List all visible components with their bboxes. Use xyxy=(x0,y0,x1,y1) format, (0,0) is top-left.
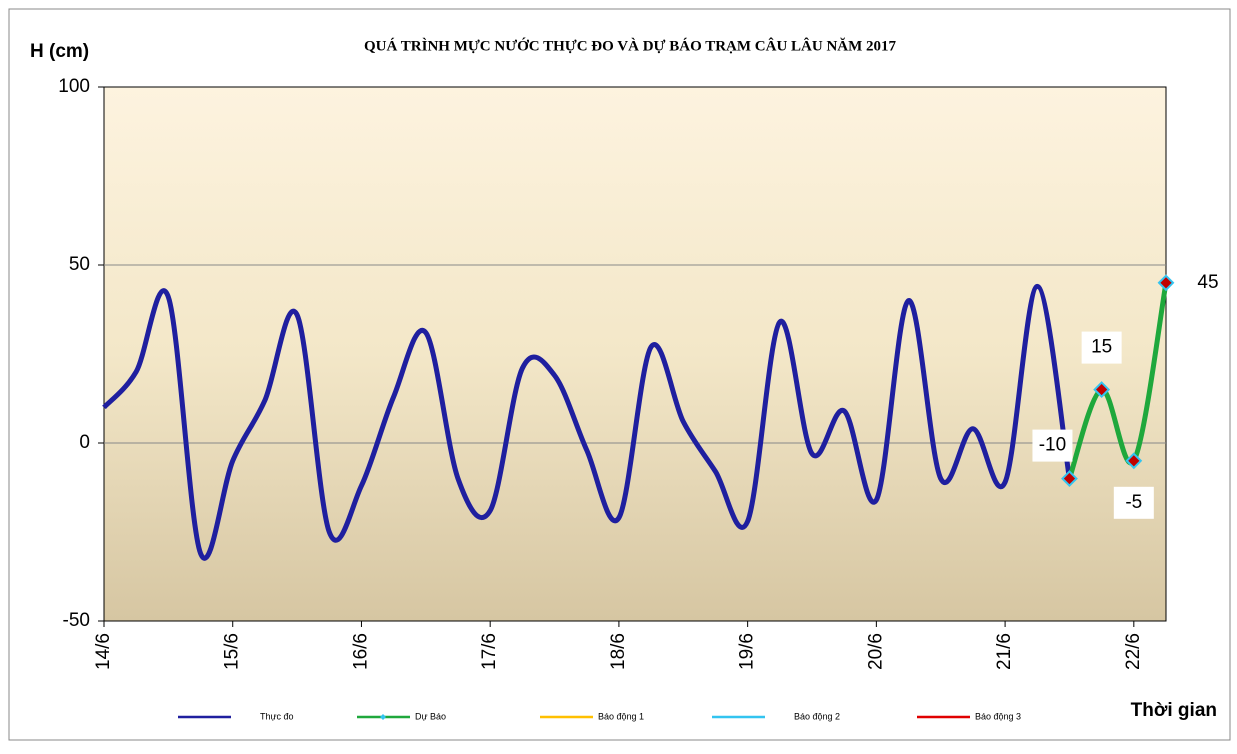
data-label-box xyxy=(1032,429,1073,462)
data-label-box xyxy=(1081,331,1122,364)
legend-label: Thực đo xyxy=(260,711,294,721)
x-axis-label: Thời gian xyxy=(1131,700,1217,721)
x-tick-label: 20/6 xyxy=(865,633,886,670)
legend-label: Báo động 3 xyxy=(975,711,1021,721)
series-line xyxy=(1067,282,1169,480)
data-label: -5 xyxy=(1113,486,1154,519)
data-label-text: 45 xyxy=(1197,272,1218,293)
x-tick-label: 21/6 xyxy=(994,633,1015,670)
x-tick-label: 22/6 xyxy=(1123,633,1144,670)
data-label-box xyxy=(1113,486,1154,519)
series-line xyxy=(102,283,1072,561)
marker xyxy=(1125,452,1143,470)
x-tick-label: 17/6 xyxy=(479,633,500,670)
data-label: -10 xyxy=(1032,429,1073,462)
x-tick-label: 15/6 xyxy=(222,633,243,670)
marker xyxy=(1061,470,1078,488)
legend-label: Dự Báo xyxy=(415,711,446,721)
x-tick-label: 16/6 xyxy=(350,633,371,670)
data-label-text: -10 xyxy=(1039,435,1066,456)
data-label-box xyxy=(1188,266,1228,299)
y-axis-label: H (cm) xyxy=(30,41,89,62)
legend-label: Báo động 2 xyxy=(794,711,840,721)
data-label-text: -5 xyxy=(1125,492,1142,513)
plot-area xyxy=(103,86,1167,622)
y-tick-label: -50 xyxy=(63,610,90,631)
chart-title: QUÁ TRÌNH MỰC NƯỚC THỰC ĐO VÀ DỰ BÁO TRẠ… xyxy=(364,37,897,54)
marker xyxy=(1157,274,1175,292)
marker xyxy=(1093,381,1111,399)
y-tick-label: 50 xyxy=(69,254,90,275)
x-tick-label: 14/6 xyxy=(93,633,114,670)
y-tick-label: 0 xyxy=(79,432,90,453)
data-label: 15 xyxy=(1081,331,1122,364)
data-label: 45 xyxy=(1188,266,1228,299)
data-label-text: 15 xyxy=(1091,337,1112,358)
legend-label: Báo động 1 xyxy=(598,711,644,721)
x-tick-label: 19/6 xyxy=(737,633,758,670)
legend-marker xyxy=(380,714,386,720)
x-tick-label: 18/6 xyxy=(608,633,629,670)
y-tick-label: 100 xyxy=(58,76,90,97)
